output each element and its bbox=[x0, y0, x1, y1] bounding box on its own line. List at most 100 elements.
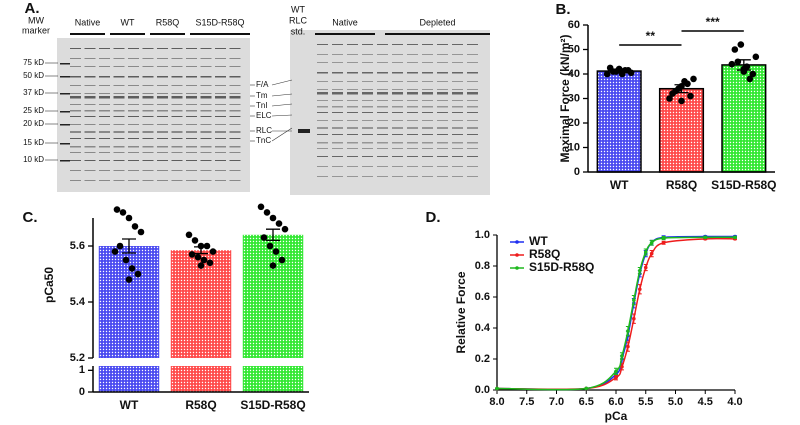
gel-band bbox=[142, 85, 154, 86]
gel-band bbox=[157, 76, 168, 78]
gel-band bbox=[84, 58, 96, 59]
x-tick-label: 4.0 bbox=[727, 396, 742, 408]
significance-label: ** bbox=[646, 29, 656, 43]
data-point bbox=[746, 75, 754, 83]
gel-band bbox=[99, 152, 110, 153]
gel-band bbox=[157, 85, 168, 86]
gel-band bbox=[200, 160, 212, 161]
gel-band bbox=[422, 127, 433, 129]
gel-band bbox=[113, 124, 125, 125]
gel-band bbox=[113, 110, 125, 112]
gel-band bbox=[186, 180, 197, 181]
x-axis-label: pCa bbox=[605, 409, 628, 423]
gel-band bbox=[317, 148, 328, 149]
gel-band bbox=[437, 148, 448, 149]
gel-band bbox=[229, 96, 241, 99]
gel-band bbox=[362, 134, 373, 135]
bar-lower bbox=[170, 366, 232, 392]
gel-band bbox=[422, 72, 433, 74]
gel-band bbox=[128, 58, 139, 59]
gel-band bbox=[84, 76, 96, 78]
y-tick-label: 0 bbox=[79, 386, 85, 398]
gel-band bbox=[452, 112, 463, 113]
y-axis-label: Maximal Force (kN/m²) bbox=[558, 34, 572, 162]
gel-band bbox=[215, 76, 226, 78]
gel-band bbox=[157, 138, 168, 139]
gel-band bbox=[200, 85, 212, 86]
gel-band bbox=[200, 93, 212, 94]
gel-band bbox=[70, 138, 81, 139]
gel-band bbox=[200, 124, 212, 125]
gel-band bbox=[142, 58, 154, 59]
gel-band bbox=[332, 166, 343, 167]
gel-band bbox=[171, 110, 183, 112]
gel-band bbox=[407, 72, 418, 74]
gel-band bbox=[422, 112, 433, 113]
gel-band bbox=[392, 54, 403, 55]
data-point bbox=[272, 248, 280, 255]
gel-band bbox=[407, 120, 418, 121]
gel-band bbox=[142, 48, 154, 49]
gel-band bbox=[128, 48, 139, 49]
gel-band bbox=[99, 116, 110, 117]
gel-band bbox=[347, 62, 358, 63]
data-point bbox=[643, 250, 648, 254]
data-point bbox=[203, 242, 211, 250]
gel-band bbox=[332, 127, 343, 129]
x-tick-label: R58Q bbox=[185, 398, 216, 412]
gel-band bbox=[229, 152, 241, 153]
data-point bbox=[752, 53, 760, 61]
data-point bbox=[606, 64, 614, 72]
gel-band bbox=[200, 116, 212, 117]
bar-lower bbox=[242, 366, 304, 392]
y-tick-label: 0 bbox=[574, 166, 580, 178]
gel-band bbox=[60, 124, 70, 126]
gel-band bbox=[467, 89, 478, 90]
gel-band bbox=[142, 160, 154, 161]
data-point bbox=[113, 206, 121, 213]
gel-band bbox=[70, 110, 81, 112]
gel-band bbox=[84, 110, 96, 112]
gel-band bbox=[99, 104, 110, 105]
mw-label: 25 kD bbox=[23, 106, 44, 115]
gel-band bbox=[186, 138, 197, 139]
gel-band bbox=[215, 146, 226, 148]
gel-band bbox=[422, 89, 433, 90]
gel-band bbox=[113, 131, 125, 133]
gel-band bbox=[422, 92, 433, 95]
gel-band bbox=[128, 116, 139, 117]
protein-leader bbox=[271, 103, 293, 107]
gel-band bbox=[113, 116, 125, 117]
gel-band bbox=[467, 156, 478, 157]
gel-band bbox=[317, 100, 328, 101]
gel-band bbox=[113, 138, 125, 139]
gel-band bbox=[332, 72, 343, 74]
gel-band bbox=[84, 93, 96, 94]
lane-bar bbox=[190, 33, 250, 35]
bar-lower bbox=[98, 366, 160, 392]
gel-band bbox=[70, 93, 81, 94]
gel-band bbox=[317, 112, 328, 113]
gel-band bbox=[452, 127, 463, 129]
x-tick-label: S15D-R58Q bbox=[711, 178, 776, 192]
gel-band bbox=[215, 85, 226, 86]
gel-band bbox=[128, 170, 139, 171]
data-point bbox=[137, 228, 145, 236]
gel-band bbox=[392, 156, 403, 157]
data-point bbox=[749, 70, 757, 78]
gel-band bbox=[186, 110, 197, 112]
mw-label: 37 kD bbox=[23, 88, 44, 97]
x-tick-label: 7.5 bbox=[519, 396, 534, 408]
data-point bbox=[134, 270, 142, 278]
significance-label: *** bbox=[706, 15, 720, 29]
gel-band bbox=[392, 72, 403, 74]
x-tick-label: 6.5 bbox=[579, 396, 594, 408]
protein-label: F/A bbox=[256, 80, 269, 89]
lane-bar bbox=[110, 33, 145, 35]
gel-band bbox=[99, 180, 110, 181]
gel-band bbox=[332, 54, 343, 55]
data-point bbox=[122, 256, 130, 264]
gel-band bbox=[437, 72, 448, 74]
gel-band bbox=[84, 131, 96, 133]
data-point bbox=[678, 97, 685, 105]
